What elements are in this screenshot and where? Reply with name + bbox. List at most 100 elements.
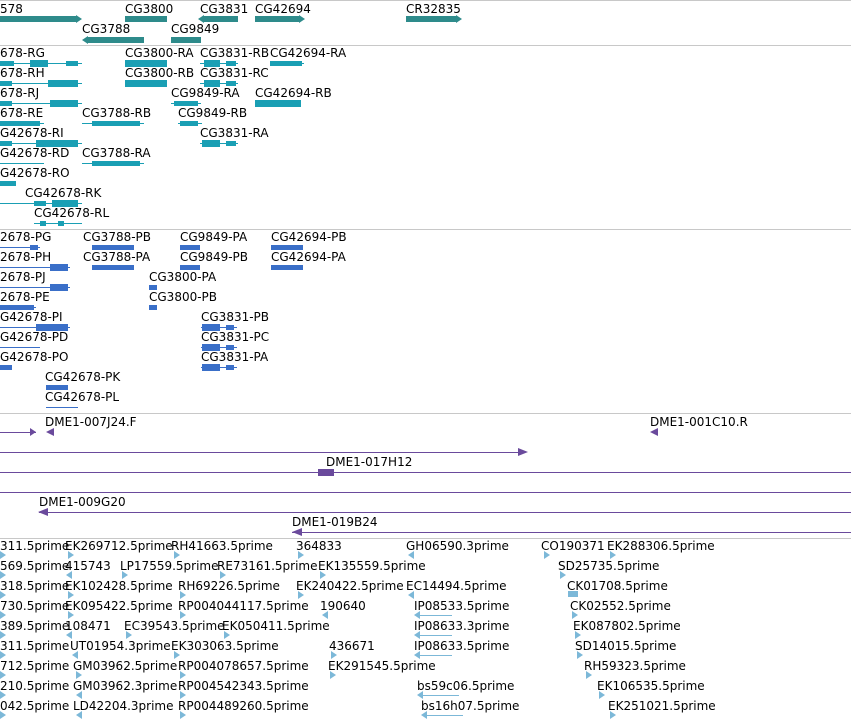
feature-label[interactable]: CG3831-RC <box>200 66 269 80</box>
exon[interactable] <box>204 80 220 87</box>
cds-block[interactable] <box>202 344 220 351</box>
est-marker[interactable] <box>174 651 180 659</box>
feature-label[interactable]: 364833 <box>296 539 342 553</box>
est-marker[interactable] <box>72 651 78 659</box>
est-marker[interactable] <box>421 711 427 719</box>
feature-label[interactable]: CG9849-PB <box>180 250 249 264</box>
est-marker[interactable] <box>224 631 230 639</box>
est-marker[interactable] <box>408 551 414 559</box>
feature-label[interactable]: 389.5prime <box>0 619 70 633</box>
feature-label[interactable]: RP004044117.5prime <box>178 599 309 613</box>
feature-label[interactable]: bs59c06.5prime <box>417 679 515 693</box>
feature-label[interactable]: CG42694-PB <box>271 230 347 244</box>
feature-label[interactable]: DME1-019B24 <box>292 515 378 529</box>
feature-label[interactable]: CK02552.5prime <box>570 599 671 613</box>
feature-label[interactable]: DME1-007J24.F <box>45 415 137 429</box>
feature-label[interactable]: CG9849 <box>171 22 220 36</box>
cds-block[interactable] <box>271 245 303 250</box>
cds-block[interactable] <box>226 325 234 330</box>
est-marker[interactable] <box>180 711 186 719</box>
feature-label[interactable]: EK102428.5prime <box>65 579 173 593</box>
exon[interactable] <box>0 141 12 146</box>
feature-label[interactable]: CG3831-PA <box>201 350 269 364</box>
feature-label[interactable]: CG3800-PB <box>149 290 218 304</box>
cds-block[interactable] <box>0 365 12 370</box>
feature-label[interactable]: CG3800-PA <box>149 270 217 284</box>
exon[interactable] <box>50 100 78 107</box>
feature-label[interactable]: 712.5prime <box>0 659 70 673</box>
feature-label[interactable]: 190640 <box>320 599 366 613</box>
gene-feature[interactable] <box>171 37 201 43</box>
feature-label[interactable]: 678-RE <box>0 106 44 120</box>
feature-label[interactable]: CG9849-PA <box>180 230 248 244</box>
feature-label[interactable]: 578 <box>0 2 23 16</box>
est-marker[interactable] <box>0 711 6 719</box>
feature-label[interactable]: CG42678-PK <box>45 370 121 384</box>
feature-label[interactable]: 042.5prime <box>0 699 70 713</box>
est-marker[interactable] <box>0 631 6 639</box>
cds-block[interactable] <box>50 264 68 271</box>
est-marker[interactable] <box>610 551 616 559</box>
gene-feature[interactable] <box>406 16 456 22</box>
exon[interactable] <box>0 101 12 106</box>
feature-label[interactable]: CG42694 <box>255 2 311 16</box>
est-marker[interactable] <box>0 611 6 619</box>
exon[interactable] <box>0 121 40 126</box>
est-marker[interactable] <box>586 671 592 679</box>
cds-block[interactable] <box>149 285 157 290</box>
feature-label[interactable]: RH69226.5prime <box>178 579 280 593</box>
gene-feature[interactable] <box>125 16 167 22</box>
exon[interactable] <box>52 200 78 207</box>
est-marker[interactable] <box>568 591 578 597</box>
cds-block[interactable] <box>226 345 234 350</box>
feature-label[interactable]: G42678-PD <box>0 330 69 344</box>
clone-end-marker[interactable] <box>518 448 528 456</box>
feature-label[interactable]: G42678-RO <box>0 166 70 180</box>
cds-block[interactable] <box>202 364 220 371</box>
exon[interactable] <box>226 81 236 86</box>
feature-label[interactable]: EK251021.5prime <box>608 699 716 713</box>
est-marker[interactable] <box>298 551 304 559</box>
est-marker[interactable] <box>220 571 226 579</box>
feature-label[interactable]: G42678-PO <box>0 350 69 364</box>
cds-block[interactable] <box>0 305 34 310</box>
feature-label[interactable]: RP004078657.5prime <box>178 659 309 673</box>
est-marker[interactable] <box>298 591 304 599</box>
feature-label[interactable]: CG3831-PB <box>201 310 270 324</box>
est-marker[interactable] <box>544 551 550 559</box>
exon[interactable] <box>255 100 301 107</box>
exon[interactable] <box>270 61 302 66</box>
cds-block[interactable] <box>36 324 68 331</box>
feature-label[interactable]: EK135559.5prime <box>318 559 426 573</box>
clone-end-marker[interactable] <box>318 469 334 476</box>
exon[interactable] <box>48 80 78 87</box>
feature-label[interactable]: 2678-PG <box>0 230 52 244</box>
est-marker[interactable] <box>599 691 605 699</box>
feature-label[interactable]: EK050411.5prime <box>222 619 330 633</box>
est-marker[interactable] <box>0 651 6 659</box>
est-marker[interactable] <box>180 611 186 619</box>
feature-label[interactable]: 730.5prime <box>0 599 70 613</box>
feature-label[interactable]: RH59323.5prime <box>584 659 686 673</box>
est-marker[interactable] <box>180 691 186 699</box>
feature-label[interactable]: GH06590.3prime <box>406 539 509 553</box>
gene-feature[interactable] <box>0 16 76 22</box>
est-marker[interactable] <box>331 651 337 659</box>
feature-label[interactable]: GM03962.3prime <box>73 679 178 693</box>
gene-feature[interactable] <box>204 16 238 22</box>
feature-label[interactable]: GM03962.5prime <box>73 659 178 673</box>
feature-label[interactable]: CR32835 <box>406 2 461 16</box>
est-marker[interactable] <box>0 591 6 599</box>
feature-label[interactable]: 210.5prime <box>0 679 70 693</box>
feature-label[interactable]: CG3831 <box>200 2 249 16</box>
cds-block[interactable] <box>202 324 220 331</box>
est-marker[interactable] <box>68 611 74 619</box>
clone-end-marker[interactable] <box>46 428 54 436</box>
feature-label[interactable]: CG3831-RA <box>200 126 269 140</box>
exon[interactable] <box>0 181 16 186</box>
feature-label[interactable]: EC14494.5prime <box>406 579 507 593</box>
feature-label[interactable]: EK106535.5prime <box>597 679 705 693</box>
est-marker[interactable] <box>68 591 74 599</box>
exon[interactable] <box>66 61 78 66</box>
feature-label[interactable]: CG3800-RB <box>125 66 195 80</box>
